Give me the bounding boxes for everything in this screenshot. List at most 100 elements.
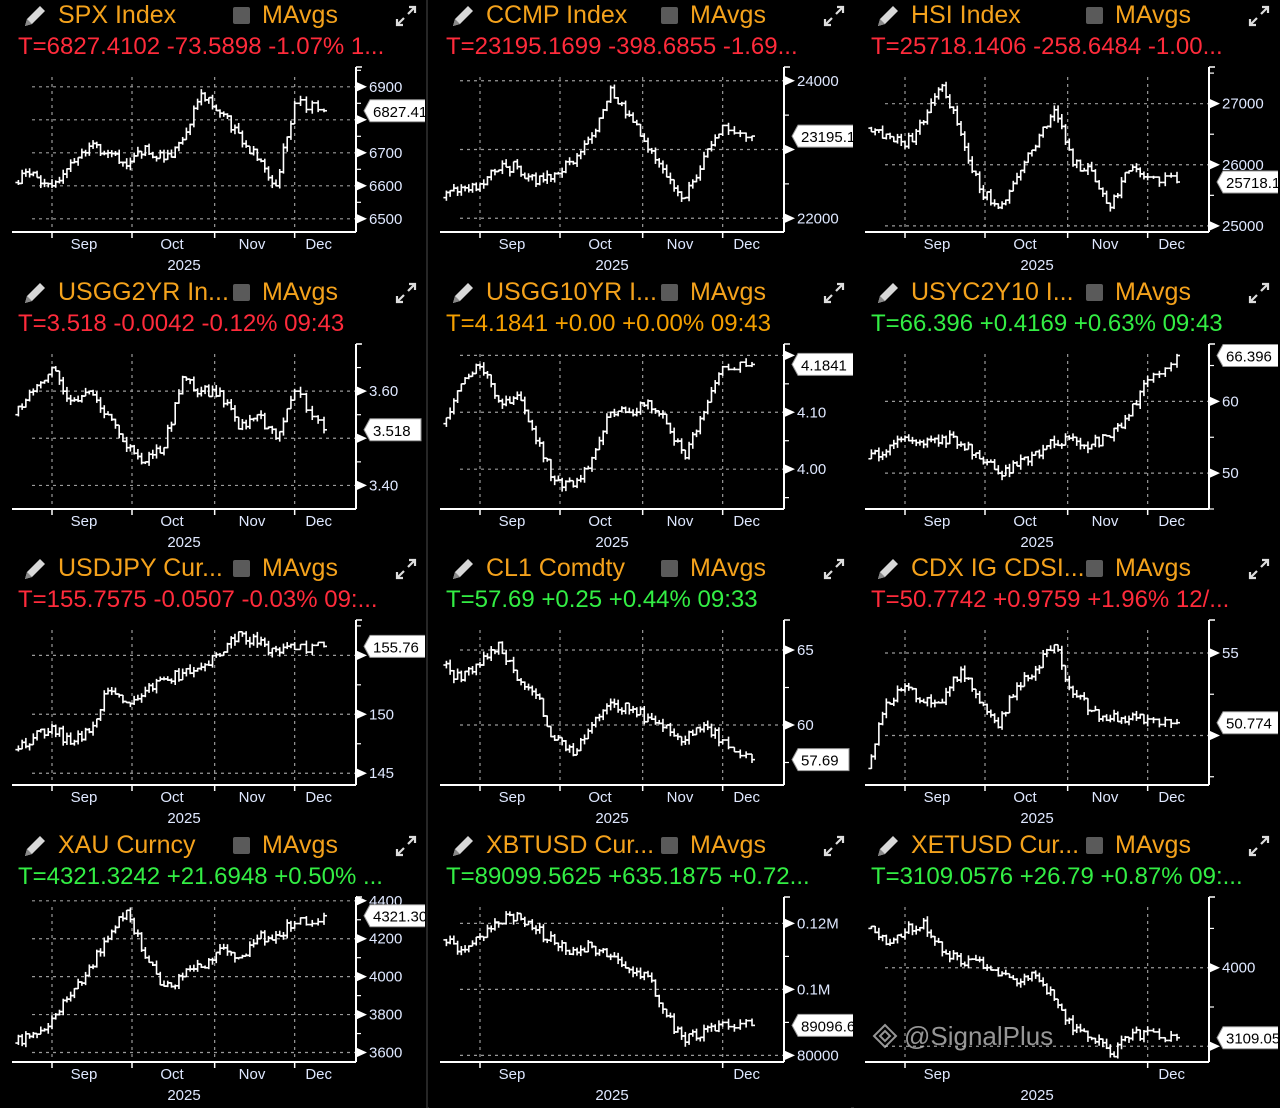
expand-icon[interactable] xyxy=(822,834,846,858)
security-title[interactable]: USDJPY Cur... xyxy=(58,554,223,582)
ohlc-bar xyxy=(67,159,74,173)
ohlc-bar xyxy=(258,636,265,646)
mavgs-checkbox[interactable] xyxy=(1086,560,1103,577)
pencil-edit-icon[interactable] xyxy=(875,834,901,858)
price-bars xyxy=(443,911,755,1047)
mavgs-label[interactable]: MAvgs xyxy=(1115,1,1191,29)
pencil-edit-icon[interactable] xyxy=(22,281,48,305)
ohlc-bar xyxy=(15,405,22,417)
expand-icon[interactable] xyxy=(822,4,846,28)
chart-panel[interactable]: CCMP Index MAvgs T=23195.1699 -398.6855 … xyxy=(428,0,853,277)
pencil-edit-icon[interactable] xyxy=(450,557,476,581)
mavgs-checkbox[interactable] xyxy=(661,560,678,577)
security-title[interactable]: USYC2Y10 I... xyxy=(911,278,1074,306)
security-title[interactable]: CL1 Comdty xyxy=(486,554,625,582)
pencil-edit-icon[interactable] xyxy=(450,834,476,858)
chart-panel[interactable]: XETUSD Cur... MAvgs T=3109.0576 +26.79 +… xyxy=(853,830,1278,1107)
chart-panel[interactable]: SPX Index MAvgs T=6827.4102 -73.5898 -1.… xyxy=(0,0,425,277)
mavgs-checkbox[interactable] xyxy=(1086,284,1103,301)
ohlc-bar xyxy=(890,937,897,944)
expand-icon[interactable] xyxy=(394,834,418,858)
pencil-edit-icon[interactable] xyxy=(22,557,48,581)
price-chart[interactable]: 4.00 4.10 Sep Oct Nov Dec 2025 4.1841 xyxy=(428,339,853,551)
expand-icon[interactable] xyxy=(1247,281,1271,305)
mavgs-checkbox[interactable] xyxy=(1086,7,1103,24)
pencil-edit-icon[interactable] xyxy=(22,4,48,28)
mavgs-label[interactable]: MAvgs xyxy=(262,278,338,306)
security-title[interactable]: XAU Curncy xyxy=(58,831,196,859)
chart-panel[interactable]: USGG2YR In... MAvgs T=3.518 -0.0042 -0.1… xyxy=(0,277,425,554)
price-chart[interactable]: 145 150 Sep Oct Nov Dec 2025 155.76 xyxy=(0,615,425,827)
month-label: Nov xyxy=(1092,513,1119,530)
ohlc-bar xyxy=(559,940,566,952)
mavgs-label[interactable]: MAvgs xyxy=(690,554,766,582)
security-title[interactable]: USGG2YR In... xyxy=(58,278,229,306)
price-chart[interactable]: 22000 24000 Sep Oct Nov Dec 2025 23195.17 xyxy=(428,62,853,274)
mavgs-label[interactable]: MAvgs xyxy=(690,831,766,859)
pencil-edit-icon[interactable] xyxy=(450,281,476,305)
security-title[interactable]: XBTUSD Cur... xyxy=(486,831,655,859)
chart-panel[interactable]: USYC2Y10 I... MAvgs T=66.396 +0.4169 +0.… xyxy=(853,277,1278,554)
chart-panel[interactable]: CL1 Comdty MAvgs T=57.69 +0.25 +0.44% 09… xyxy=(428,553,853,830)
expand-icon[interactable] xyxy=(1247,834,1271,858)
mavgs-label[interactable]: MAvgs xyxy=(262,1,338,29)
chart-panel[interactable]: HSI Index MAvgs T=25718.1406 -258.6484 -… xyxy=(853,0,1278,277)
ohlc-bar xyxy=(1047,986,1054,996)
expand-icon[interactable] xyxy=(822,281,846,305)
y-tick-label: 27000 xyxy=(1222,96,1264,113)
mavgs-label[interactable]: MAvgs xyxy=(262,831,338,859)
ohlc-bar xyxy=(1084,441,1091,454)
ohlc-bar xyxy=(480,651,487,666)
chart-panel[interactable]: USDJPY Cur... MAvgs T=155.7575 -0.0507 -… xyxy=(0,553,425,830)
price-chart[interactable]: 55 Sep Oct Nov Dec 2025 50.774 xyxy=(853,615,1278,827)
ohlc-bar xyxy=(536,175,543,186)
chart-panel[interactable]: XBTUSD Cur... MAvgs T=89099.5625 +635.18… xyxy=(428,830,853,1107)
security-title[interactable]: CDX IG CDSI... xyxy=(911,554,1085,582)
mavgs-checkbox[interactable] xyxy=(1086,837,1103,854)
pencil-edit-icon[interactable] xyxy=(875,281,901,305)
month-label: Dec xyxy=(305,789,332,806)
month-label: Dec xyxy=(733,513,760,530)
security-title[interactable]: USGG10YR I... xyxy=(486,278,657,306)
security-title[interactable]: SPX Index xyxy=(58,1,177,29)
price-chart[interactable]: 80000 0.1M 0.12M Sep Dec 2025 89096.69 xyxy=(428,892,853,1104)
mavgs-checkbox[interactable] xyxy=(661,837,678,854)
ohlc-bar xyxy=(123,158,130,170)
ohlc-bar xyxy=(1156,370,1163,378)
expand-icon[interactable] xyxy=(394,557,418,581)
pencil-edit-icon[interactable] xyxy=(875,557,901,581)
mavgs-label[interactable]: MAvgs xyxy=(1115,278,1191,306)
price-chart[interactable]: 60 65 Sep Oct Nov Dec 2025 57.69 xyxy=(428,615,853,827)
price-chart[interactable]: 25000 26000 27000 Sep Oct Nov Dec 2025 25718.14 xyxy=(853,62,1278,274)
mavgs-label[interactable]: MAvgs xyxy=(262,554,338,582)
pencil-edit-icon[interactable] xyxy=(450,4,476,28)
expand-icon[interactable] xyxy=(1247,4,1271,28)
security-title[interactable]: HSI Index xyxy=(911,1,1021,29)
chart-panel[interactable]: CDX IG CDSI... MAvgs T=50.7742 +0.9759 +… xyxy=(853,553,1278,830)
mavgs-label[interactable]: MAvgs xyxy=(1115,831,1191,859)
chart-panel[interactable]: XAU Curncy MAvgs T=4321.3242 +21.6948 +0… xyxy=(0,830,425,1107)
mavgs-label[interactable]: MAvgs xyxy=(690,1,766,29)
mavgs-label[interactable]: MAvgs xyxy=(690,278,766,306)
chart-panel[interactable]: USGG10YR I... MAvgs T=4.1841 +0.00 +0.00… xyxy=(428,277,853,554)
security-title[interactable]: CCMP Index xyxy=(486,1,628,29)
expand-icon[interactable] xyxy=(822,557,846,581)
pencil-edit-icon[interactable] xyxy=(875,4,901,28)
price-chart[interactable]: 50 60 Sep Oct Nov Dec 2025 66.396 xyxy=(853,339,1278,551)
expand-icon[interactable] xyxy=(1247,557,1271,581)
mavgs-label[interactable]: MAvgs xyxy=(1115,554,1191,582)
price-chart[interactable]: 6500 6600 6700 6900 Sep Oct Nov Dec 2025 6827.41 xyxy=(0,62,425,274)
mavgs-checkbox[interactable] xyxy=(233,284,250,301)
expand-icon[interactable] xyxy=(394,4,418,28)
mavgs-checkbox[interactable] xyxy=(233,837,250,854)
security-title[interactable]: XETUSD Cur... xyxy=(911,831,1080,859)
mavgs-checkbox[interactable] xyxy=(661,284,678,301)
expand-icon[interactable] xyxy=(394,281,418,305)
mavgs-checkbox[interactable] xyxy=(233,7,250,24)
price-chart[interactable]: 3.40 3.60 Sep Oct Nov Dec 2025 3.518 xyxy=(0,339,425,551)
pencil-edit-icon[interactable] xyxy=(22,834,48,858)
mavgs-checkbox[interactable] xyxy=(233,560,250,577)
mavgs-checkbox[interactable] xyxy=(661,7,678,24)
price-chart[interactable]: 4000 Sep Dec 2025 3109.058 xyxy=(853,892,1278,1104)
